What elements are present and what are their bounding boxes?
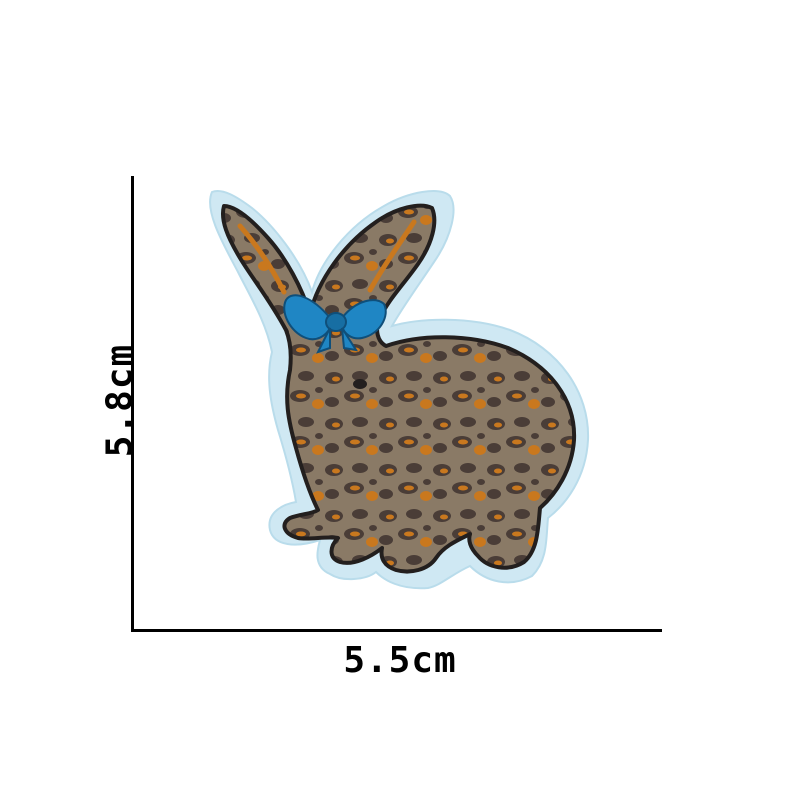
left-ear-inner — [237, 223, 287, 295]
width-label: 5.5cm — [343, 640, 457, 681]
bow-icon — [283, 294, 387, 354]
right-ear-inner — [367, 219, 417, 293]
width-dimension-line — [131, 629, 662, 632]
rabbit-eye — [353, 379, 367, 389]
rabbit-body — [221, 203, 577, 574]
height-dimension-line — [131, 176, 134, 632]
